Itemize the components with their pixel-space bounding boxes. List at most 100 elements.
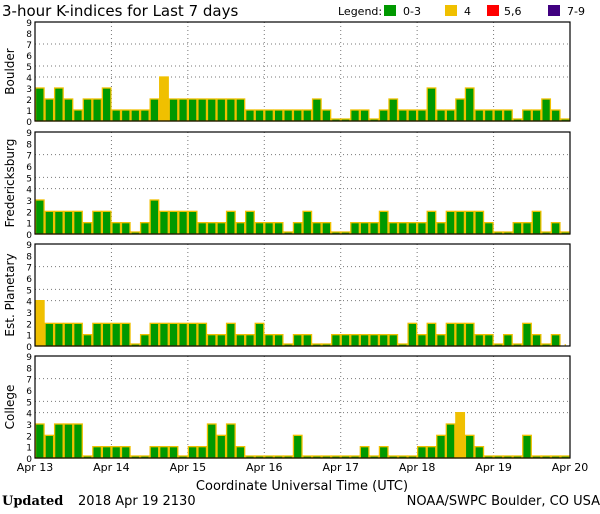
panel-fredericksburg: 01 234 567 89 Fredericksburg <box>3 129 571 241</box>
y-tick-label: 6 <box>26 275 32 285</box>
k-index-bar <box>139 334 150 347</box>
k-index-bar <box>302 210 313 235</box>
k-index-bar <box>63 322 74 347</box>
k-index-bar <box>168 322 179 347</box>
k-index-bar <box>178 210 189 235</box>
k-index-bar <box>178 322 189 347</box>
k-index-bar <box>53 423 64 459</box>
k-index-bar <box>436 222 446 235</box>
k-index-bar <box>502 109 513 122</box>
k-index-bar <box>111 322 122 347</box>
y-tick-label: 5 <box>26 174 32 184</box>
y-tick-label: 4 <box>26 410 32 420</box>
k-index-bar <box>550 334 561 347</box>
y-tick-label: 9 <box>26 129 32 139</box>
k-index-bar <box>359 446 370 459</box>
k-index-bar <box>416 334 427 347</box>
k-index-bar <box>522 434 532 459</box>
k-index-bar <box>235 222 246 235</box>
k-index-bar <box>101 322 112 347</box>
panel-est-planetary: 01 234 567 89 Est. Planetary <box>3 241 571 353</box>
k-index-bar <box>541 98 552 122</box>
k-index-bar <box>474 334 485 347</box>
k-index-bar <box>302 109 313 122</box>
x-axis-label: Coordinate Universal Time (UTC) <box>196 479 408 494</box>
k-index-bar <box>531 210 542 235</box>
y-tick-label: 7 <box>26 376 32 386</box>
k-index-bar <box>73 109 83 122</box>
k-index-bar <box>264 334 274 347</box>
y-tick-label: 1 <box>26 444 32 454</box>
k-index-bar <box>455 98 466 122</box>
legend-swatch-7-9 <box>548 5 560 16</box>
k-index-bar <box>197 222 208 235</box>
k-index-bar <box>44 322 55 347</box>
k-index-bar <box>512 222 523 235</box>
panel-label: Fredericksburg <box>3 139 17 228</box>
k-index-bar <box>245 334 255 347</box>
k-index-bar <box>101 210 112 235</box>
y-tick-label: 3 <box>26 421 32 431</box>
k-index-bar <box>388 334 399 347</box>
k-index-bar <box>273 334 284 347</box>
panel-label: College <box>3 385 17 430</box>
interval-tick <box>564 344 566 346</box>
x-tick-label: Apr 19 <box>475 461 512 474</box>
plot-frame <box>34 131 571 235</box>
legend-entry: 0-3 <box>403 5 421 18</box>
k-index-bar <box>216 98 227 122</box>
k-index-bar <box>264 222 274 235</box>
k-index-bar <box>225 98 236 122</box>
k-index-bar <box>474 446 485 459</box>
k-index-bar <box>235 446 246 459</box>
legend-label: Legend: <box>338 5 382 18</box>
y-tick-label: 0 <box>26 455 32 465</box>
k-index-bar <box>73 322 83 347</box>
k-index-bar <box>388 222 399 235</box>
legend-swatch-4 <box>445 5 457 16</box>
x-tick-label: Apr 17 <box>322 461 359 474</box>
k-index-bar <box>111 109 122 122</box>
k-index-bar <box>53 210 64 235</box>
k-index-bar <box>139 109 150 122</box>
k-index-bar <box>168 98 179 122</box>
k-index-bar <box>502 334 513 347</box>
y-tick-label: 1 <box>26 332 32 342</box>
k-index-bar <box>245 210 255 235</box>
k-index-bar <box>159 76 169 122</box>
x-tick-label: Apr 16 <box>246 461 283 474</box>
k-index-bar <box>273 109 284 122</box>
y-tick-label: 1 <box>26 220 32 230</box>
y-tick-label: 0 <box>26 118 32 128</box>
k-index-bar <box>426 87 437 122</box>
plot-frame <box>34 355 571 459</box>
k-index-bar <box>73 423 83 459</box>
y-tick-label: 3 <box>26 197 32 207</box>
y-tick-label: 8 <box>26 252 32 262</box>
k-index-bar <box>159 210 169 235</box>
k-index-bar <box>63 98 74 122</box>
k-index-bar <box>369 334 380 347</box>
k-index-bar <box>436 434 446 459</box>
k-index-bar <box>82 98 93 122</box>
k-index-bar <box>92 210 103 235</box>
k-index-bar <box>92 98 103 122</box>
y-tick-label: 5 <box>26 63 32 73</box>
k-index-bar <box>216 334 227 347</box>
y-tick-label: 5 <box>26 286 32 296</box>
k-index-bar <box>63 423 74 459</box>
k-index-bar <box>397 222 408 235</box>
k-index-bar <box>397 109 408 122</box>
k-index-bar <box>426 210 437 235</box>
k-index-bar <box>359 222 370 235</box>
legend: Legend: 0-3 4 5,6 7-9 <box>338 5 585 18</box>
x-tick-label: Apr 20 <box>552 461 589 474</box>
y-tick-label: 4 <box>26 74 32 84</box>
legend-entry: 5,6 <box>504 5 522 18</box>
k-index-bar <box>416 109 427 122</box>
k-index-bar <box>187 322 198 347</box>
y-tick-label: 2 <box>26 432 32 442</box>
k-index-bar <box>187 210 198 235</box>
x-tick-label: Apr 15 <box>170 461 207 474</box>
k-index-bar <box>436 109 446 122</box>
